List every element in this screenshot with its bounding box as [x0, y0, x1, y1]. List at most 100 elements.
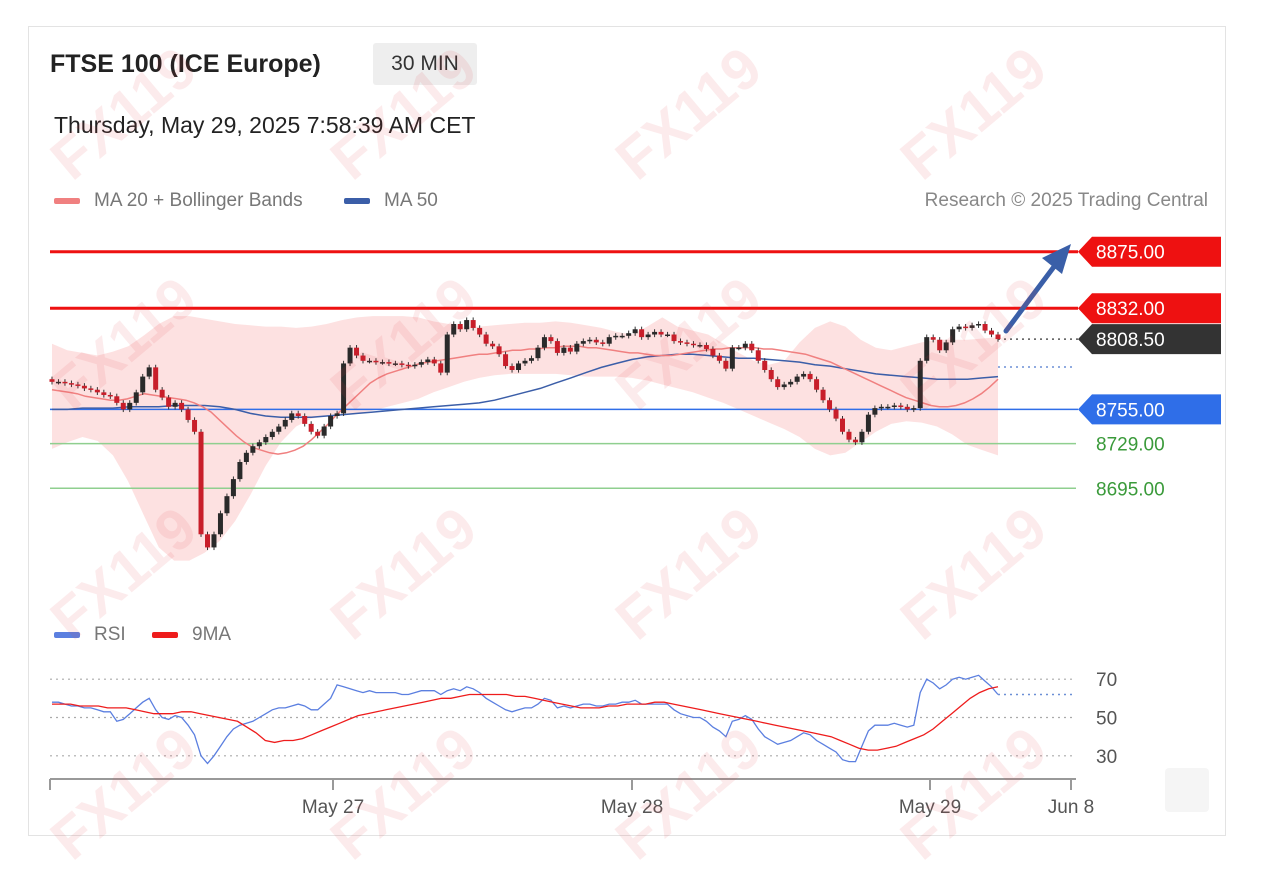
candle-body	[230, 479, 236, 497]
candle-body	[366, 360, 372, 363]
candle-body	[600, 342, 606, 344]
pivot-level-label: 8755.00	[1096, 400, 1165, 421]
candle-body	[101, 392, 107, 395]
candle-body	[982, 324, 988, 331]
candle-body	[94, 389, 100, 393]
candle-body	[535, 347, 541, 359]
candle-body	[710, 348, 716, 356]
candle-body	[308, 423, 314, 432]
candle-body	[684, 342, 690, 344]
candle-body	[140, 376, 146, 393]
candle-body	[405, 364, 411, 367]
candle-body	[865, 414, 871, 432]
resistance-level-label: 8875.00	[1096, 243, 1165, 264]
candle-body	[444, 334, 450, 373]
candle-body	[872, 408, 878, 415]
legend-rsi-ma-label: 9MA	[192, 624, 232, 645]
candle-body	[969, 325, 975, 328]
candle-body	[457, 324, 463, 330]
candle-body	[794, 376, 800, 382]
candle-body	[652, 331, 658, 335]
x-axis-tick-label: Jun 8	[1048, 797, 1094, 818]
candle-body	[593, 339, 599, 343]
legend-ma50: MA 50	[344, 190, 438, 212]
candle-body	[833, 409, 839, 419]
candle-body	[503, 354, 509, 367]
candle-body	[891, 405, 897, 407]
rsi-swatch	[54, 632, 80, 638]
rsi-line	[52, 674, 999, 765]
candle-body	[282, 419, 288, 427]
candle-body	[639, 329, 645, 338]
candle-body	[775, 379, 781, 388]
candle-body	[418, 362, 424, 365]
candle-body	[995, 334, 1001, 340]
candle-body	[146, 367, 152, 377]
support-level-label: 8695.00	[1096, 479, 1165, 500]
resistance-level-tag	[1078, 293, 1221, 324]
candle-body	[937, 339, 943, 351]
corner-button[interactable]	[1165, 768, 1209, 812]
timeframe-badge[interactable]: 30 MIN	[373, 43, 477, 85]
candle-body	[522, 360, 528, 364]
bollinger-band-area	[52, 316, 998, 561]
candle-body	[924, 337, 930, 361]
candle-body	[801, 373, 807, 377]
candle-body	[211, 534, 217, 548]
candle-body	[399, 363, 405, 365]
candle-body	[749, 343, 755, 351]
candle-body	[379, 362, 385, 364]
candle-body	[217, 513, 223, 535]
support-level-label: 8729.00	[1096, 435, 1165, 456]
candle-body	[632, 329, 638, 334]
price-chart[interactable]: 8875.00 8832.00 8808.50 8755.00 8729.00 8695.…	[0, 0, 1273, 854]
candle-body	[671, 334, 677, 342]
candle-body	[587, 339, 593, 342]
candle-body	[321, 426, 327, 436]
candle-body	[373, 360, 379, 363]
candle-body	[263, 437, 269, 443]
candle-body	[755, 350, 761, 361]
candle-body	[256, 442, 262, 447]
candle-body	[846, 431, 852, 440]
candle-body	[302, 416, 308, 424]
candle-body	[276, 426, 282, 432]
candle-body	[68, 383, 74, 385]
candle-body	[438, 363, 444, 373]
forecast-arrow-head	[1042, 244, 1071, 274]
candle-body	[898, 405, 904, 407]
candle-body	[645, 334, 651, 338]
chart-card	[28, 26, 1226, 836]
candle-body	[820, 389, 826, 401]
pivot-level-tag	[1078, 394, 1221, 425]
candle-body	[943, 342, 949, 351]
candle-body	[49, 379, 55, 382]
candle-body	[392, 363, 398, 365]
candle-body	[483, 334, 489, 344]
candle-body	[839, 418, 845, 432]
candle-body	[950, 329, 956, 343]
candle-body	[574, 343, 580, 352]
candle-body	[179, 402, 185, 410]
ma20-line	[51, 345, 999, 455]
candle-body	[904, 406, 910, 410]
legend-ma20-label: MA 20 + Bollinger Bands	[94, 190, 303, 211]
candle-body	[451, 324, 457, 335]
rsi-ma-swatch	[152, 632, 178, 638]
candle-body	[762, 360, 768, 370]
candle-body	[114, 396, 120, 403]
forecast-arrow-shaft	[1003, 261, 1059, 334]
x-axis-tick-label: May 28	[601, 797, 663, 818]
candle-body	[159, 389, 165, 398]
legend-rsi-ma: 9MA	[152, 624, 231, 646]
candle-body	[580, 341, 586, 344]
candle-body	[736, 347, 742, 350]
candle-body	[930, 337, 936, 340]
resistance-level-tag	[1078, 236, 1221, 267]
candle-body	[289, 413, 295, 420]
candle-body	[250, 446, 256, 453]
candle-body	[516, 363, 522, 370]
candle-body	[917, 360, 923, 409]
candle-body	[341, 363, 347, 414]
candle-body	[120, 402, 126, 410]
